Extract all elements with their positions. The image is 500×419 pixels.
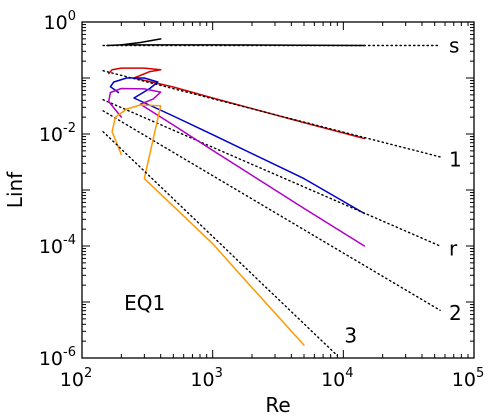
series-line-2 bbox=[107, 87, 366, 247]
curve-label-2: 2 bbox=[449, 301, 462, 325]
series-line-r-fit bbox=[102, 98, 441, 247]
y-tick-label: 10-4 bbox=[39, 233, 76, 258]
x-tick-label: 105 bbox=[452, 366, 484, 391]
x-tick-label: 103 bbox=[190, 366, 222, 391]
chart-annotation: EQ1 bbox=[124, 291, 165, 315]
labels-layer: 102 103 104 105 10-6 10-4 10-2 100 s 1 r 2 3 bbox=[39, 9, 484, 391]
series-line-s-branch bbox=[120, 38, 162, 46]
x-tick-label: 104 bbox=[321, 366, 353, 391]
series-line-1-fit bbox=[102, 69, 441, 158]
series-layer bbox=[102, 38, 441, 357]
curve-label-1: 1 bbox=[449, 148, 462, 172]
y-tick-label: 10-6 bbox=[39, 345, 76, 370]
curve-label-s: s bbox=[449, 34, 459, 58]
series-line-r bbox=[109, 77, 366, 215]
y-tick-label: 100 bbox=[44, 9, 76, 34]
series-line-3 bbox=[111, 104, 305, 346]
ticks-layer bbox=[81, 21, 475, 359]
x-axis-label: Re bbox=[265, 393, 290, 417]
series-line-3-fit bbox=[102, 130, 339, 357]
y-axis-label: Linf bbox=[3, 171, 27, 208]
curve-label-r: r bbox=[449, 237, 458, 261]
y-tick-label: 10-2 bbox=[39, 121, 76, 146]
curve-label-3: 3 bbox=[344, 324, 357, 348]
x-tick-label: 102 bbox=[60, 366, 92, 391]
